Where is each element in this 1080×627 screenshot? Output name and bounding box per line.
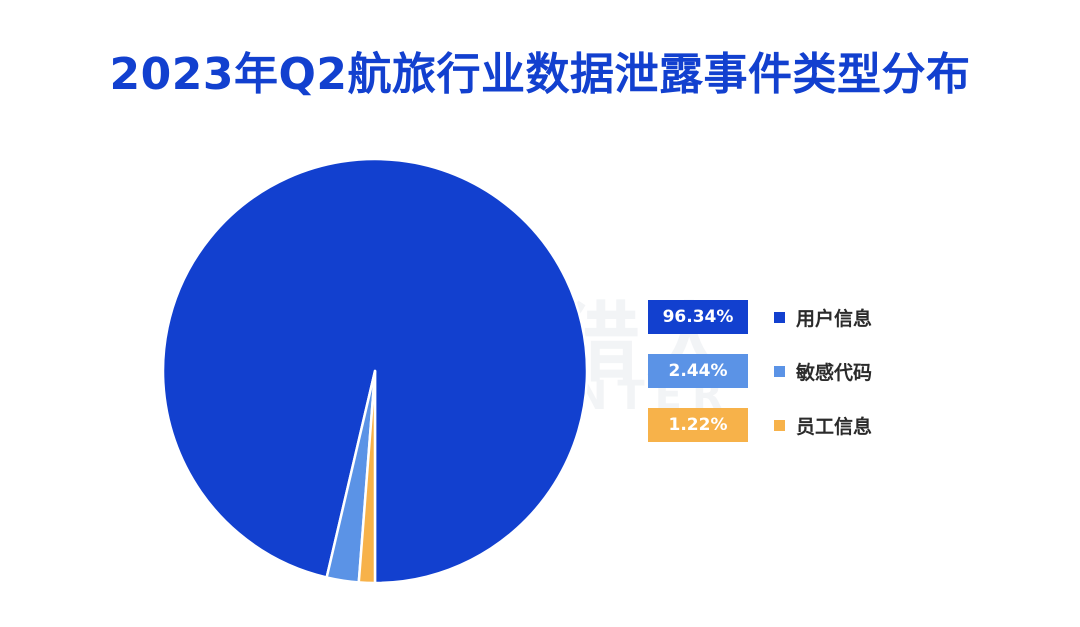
legend-label: 敏感代码 [796, 361, 873, 384]
legend-item-user-info: 96.34% 用户信息 [648, 300, 872, 334]
legend-item-sensitive-code: 2.44% 敏感代码 [648, 354, 872, 388]
legend-swatch [774, 311, 785, 323]
legend-swatch [774, 419, 785, 431]
pie-slice-2 [357, 369, 377, 585]
legend-swatch [774, 365, 785, 377]
chart-title: 2023年Q2航旅行业数据泄露事件类型分布 [109, 49, 971, 100]
legend: 96.34% 用户信息 2.44% 敏感代码 1.22% 员工信息 [648, 300, 872, 462]
legend-label: 用户信息 [796, 307, 873, 330]
legend-item-employee-info: 1.22% 员工信息 [648, 408, 872, 442]
legend-label: 员工信息 [796, 415, 873, 438]
value-badge: 2.44% [648, 354, 748, 388]
value-badge: 96.34% [648, 300, 748, 334]
value-badge: 1.22% [648, 408, 748, 442]
